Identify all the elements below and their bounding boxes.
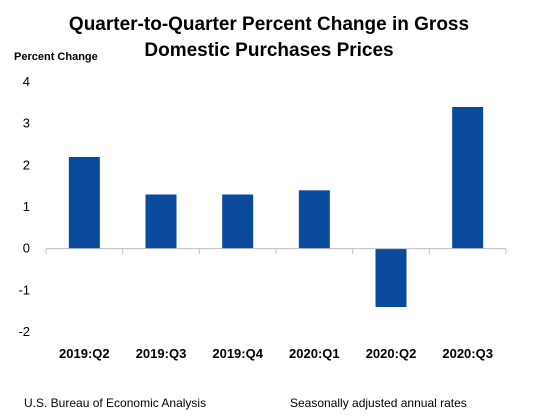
chart-title: Quarter-to-Quarter Percent Change in Gro… — [0, 12, 538, 64]
bar-2019-q4 — [222, 194, 254, 249]
x-tick-label: 2020:Q1 — [289, 346, 340, 361]
y-tick-label: -2 — [18, 324, 30, 339]
x-tick-label: 2020:Q3 — [442, 346, 493, 361]
bar-2019-q2 — [68, 157, 100, 249]
y-axis-label: Percent Change — [14, 51, 98, 63]
chart-title-line-2: Domestic Purchases Prices — [144, 40, 394, 61]
y-tick-label: -1 — [18, 282, 30, 297]
adjustment-note: Seasonally adjusted annual rates — [290, 396, 467, 410]
y-tick-label: 4 — [23, 74, 30, 89]
bar-2020-q3 — [452, 107, 484, 249]
x-axis-labels: 2019:Q2 2019:Q3 2019:Q4 2020:Q1 2020:Q2 2020:… — [59, 346, 493, 361]
bar-2020-q1 — [298, 190, 330, 249]
x-tick-label: 2020:Q2 — [366, 346, 417, 361]
bars — [68, 107, 484, 307]
y-tick-label: 3 — [23, 116, 30, 131]
y-tick-label: 0 — [23, 241, 30, 256]
x-tick-label: 2019:Q2 — [59, 346, 110, 361]
x-tick-label: 2019:Q4 — [212, 346, 263, 361]
x-axis-ticks — [45, 248, 507, 254]
source-note: U.S. Bureau of Economic Analysis — [24, 396, 207, 410]
y-axis-ticks: 4 3 2 1 0 -1 -2 — [18, 74, 30, 339]
chart-title-line-1: Quarter-to-Quarter Percent Change in Gro… — [68, 14, 470, 35]
x-tick-label: 2019:Q3 — [136, 346, 187, 361]
y-tick-label: 2 — [23, 157, 30, 172]
bar-2019-q3 — [145, 194, 177, 249]
bar-2020-q2 — [375, 248, 407, 307]
y-tick-label: 1 — [23, 199, 30, 214]
